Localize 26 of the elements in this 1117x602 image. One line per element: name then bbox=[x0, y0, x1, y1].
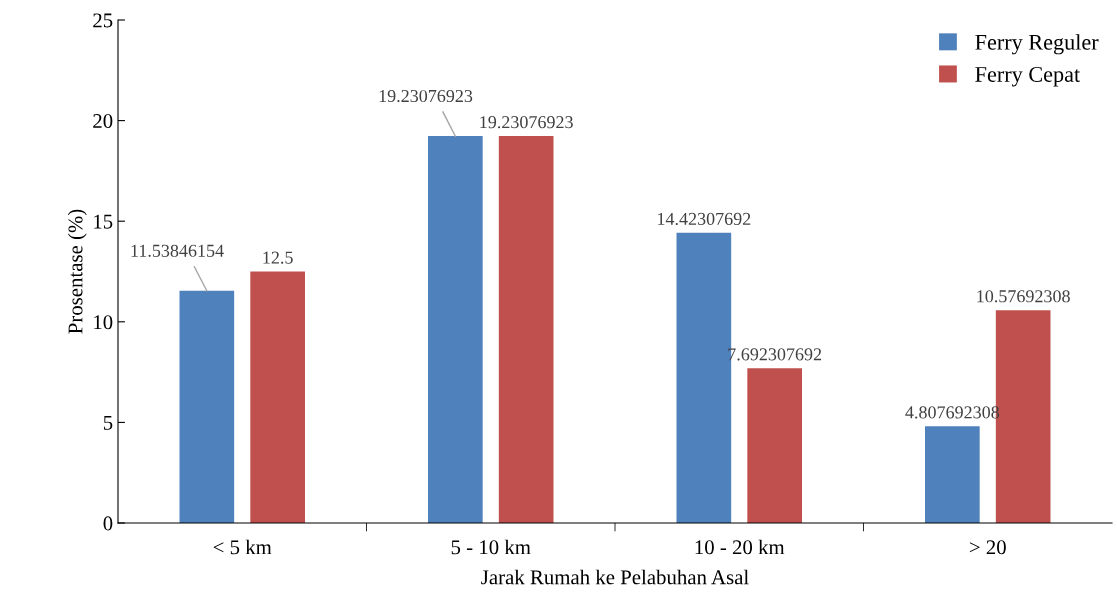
legend-label: Ferry Cepat bbox=[975, 66, 1081, 87]
data-label: 11.53846154 bbox=[131, 244, 224, 257]
data-label: 12.5 bbox=[263, 251, 293, 264]
y-tick-label: 15 bbox=[94, 214, 113, 229]
bar bbox=[747, 368, 802, 523]
bar bbox=[925, 426, 980, 523]
y-tick-label: 0 bbox=[103, 516, 113, 531]
x-tick-label: < 5 km bbox=[213, 539, 272, 555]
data-label: 19.23076923 bbox=[379, 89, 473, 103]
bar bbox=[250, 271, 305, 523]
legend-label: Ferry Reguler bbox=[975, 34, 1099, 55]
y-tick-label: 5 bbox=[103, 415, 113, 430]
bar bbox=[179, 290, 235, 523]
data-label: 19.23076923 bbox=[480, 116, 573, 129]
y-tick-label: 25 bbox=[93, 13, 113, 28]
bar bbox=[428, 136, 483, 523]
x-tick-label: > 20 bbox=[969, 540, 1006, 555]
data-label: 10.57692308 bbox=[977, 290, 1070, 303]
bar bbox=[498, 136, 554, 523]
x-tick-label: 10 - 20 km bbox=[695, 539, 785, 555]
x-axis-title: Jarak Rumah ke Pelabuhan Asal bbox=[481, 569, 749, 585]
y-axis-title: Prosentase (%) bbox=[67, 209, 87, 334]
data-label: 14.42307692 bbox=[658, 212, 751, 226]
y-tick-label: 20 bbox=[93, 113, 113, 129]
y-tick-label: 10 bbox=[94, 315, 113, 330]
x-tick-label: 5 - 10 km bbox=[451, 539, 531, 555]
